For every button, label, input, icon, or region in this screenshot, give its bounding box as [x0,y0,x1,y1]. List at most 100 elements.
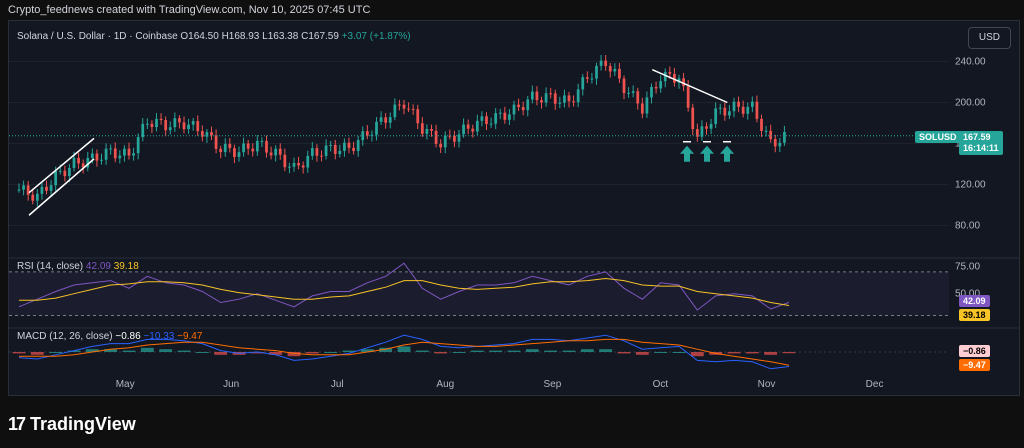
price-tick-label: 120.00 [955,180,986,191]
candle-body [631,91,635,93]
candle-body [251,148,255,152]
rsi-ma-value: 39.18 [113,261,139,272]
candle-body [439,143,443,148]
candle-body [77,157,80,164]
macd-histogram-bar [269,352,283,355]
macd-histogram-bar [470,350,484,352]
macd-histogram-bar [195,352,209,353]
change-value: +3.07 (+1.87%) [341,31,411,42]
candle-body [320,155,323,157]
candle-body [393,104,397,118]
brand-name: TradingView [30,414,136,434]
candle-body [581,77,585,90]
candle-body [246,143,250,149]
macd-histogram-bar [324,352,338,353]
tradingview-logo[interactable]: 17 TradingView [8,414,136,435]
candle-body [645,97,649,114]
candle-body [746,106,750,114]
candle-body [498,112,502,114]
macd-line-value: −10.33 [143,331,175,342]
candle-body [737,101,740,107]
chart-area[interactable]: 80.00120.00160.00200.00240.00MayJunJulAu… [8,20,1020,396]
candle-body [732,101,736,112]
candle-body [49,185,53,191]
candle-body [81,163,85,168]
candle-body [512,104,516,115]
close-value: C167.59 [301,31,339,42]
x-tick-label: Dec [866,379,884,390]
candle-body [755,101,759,119]
candle-body [26,185,30,195]
currency-button[interactable]: USD [967,27,1011,49]
candle-body [526,99,530,111]
candle-body [659,81,663,89]
macd-histogram-bar [617,352,631,354]
candle-body [45,186,48,191]
candle-body [210,132,213,136]
candle-body [503,112,507,120]
candle-body [425,129,429,134]
macd-histogram-bar [599,349,613,352]
candle-body [682,78,685,87]
high-value: H168.93 [221,31,260,42]
macd-histogram-bar [49,352,63,353]
candle-body [315,148,319,156]
candle-body [769,130,773,140]
candle-body [475,120,479,132]
candle-body [595,65,598,79]
open-value: O164.50 [180,31,219,42]
candle-body [457,134,461,142]
macd-histogram-bar [452,352,466,353]
macd-histogram-bar [764,352,778,355]
candle-body [164,120,168,131]
candle-body [233,148,236,157]
x-tick-label: Oct [653,379,669,390]
macd-histogram-bar [672,352,686,353]
candle-body [540,100,543,103]
candle-body [654,87,658,89]
candle-body [677,78,681,83]
price-tick-label: 200.00 [955,98,986,109]
candle-body [517,104,520,108]
channel-lower-line [28,158,95,216]
candle-body [237,152,241,157]
candle-body [544,93,548,103]
candle-body [168,127,172,131]
candle-body [356,140,360,151]
macd-histogram-bar [159,349,173,352]
candle-body [604,60,608,67]
macd-hist-value: −0.86 [115,331,141,342]
candle-body [778,142,782,147]
candle-body [136,137,140,154]
macd-histogram-bar [690,352,704,357]
candle-body [260,140,264,142]
candle-body [375,121,378,135]
candle-body [718,107,722,109]
candle-body [269,152,273,156]
candle-body [191,121,195,125]
candle-body [265,140,268,153]
rsi-ma-line [19,277,790,306]
candle-body [200,131,204,137]
price-value-badge: 167.59 16:14:11 [959,131,1003,155]
candle-body [278,148,282,155]
macd-histogram-bar [287,352,301,357]
candle-body [31,194,35,201]
candle-body [691,107,695,130]
low-value: L163.38 [262,31,299,42]
macd-histogram-bar [635,352,649,355]
candle-body [95,153,99,161]
candle-body [462,124,465,135]
candle-body [466,124,470,129]
up-arrow-icon [680,145,694,162]
price-countdown: 16:14:11 [963,143,999,153]
rsi-legend: RSI (14, close) 42.09 39.18 [17,261,139,272]
chart-svg[interactable]: 80.00120.00160.00200.00240.00MayJunJulAu… [9,21,1019,395]
candle-body [627,92,630,94]
candle-body [100,159,103,161]
candle-body [90,153,94,158]
up-arrow-icon [720,145,734,162]
macd-histogram-bar [727,352,741,354]
candle-body [329,144,333,146]
symbol-label: Solana / U.S. Dollar · 1D · Coinbase [17,31,178,42]
